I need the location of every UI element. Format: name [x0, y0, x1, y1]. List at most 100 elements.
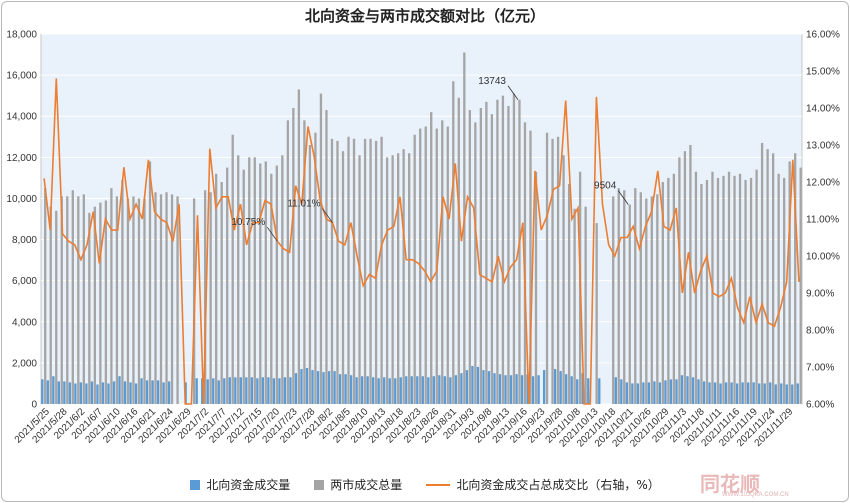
total-bar [672, 173, 676, 404]
total-bar [330, 138, 334, 405]
north-bar [416, 376, 419, 404]
total-bar [71, 190, 74, 404]
north-bar [90, 381, 94, 404]
north-bar [763, 383, 766, 404]
left-tick-label: 6,000 [12, 276, 37, 287]
watermark-url: WWW.10JQKA.COM.CN [722, 492, 789, 498]
north-bar [184, 382, 187, 404]
total-bar [771, 153, 775, 404]
north-bar [576, 379, 579, 404]
total-bar [562, 155, 565, 404]
total-bar [744, 179, 747, 404]
right-tick-label: 8.00% [806, 326, 834, 337]
north-bar [234, 377, 237, 404]
north-bar [658, 382, 662, 404]
total-bar [391, 155, 394, 404]
north-bar [647, 382, 651, 404]
north-bar [614, 377, 617, 404]
north-bar [642, 382, 645, 404]
north-bar [156, 380, 160, 404]
total-bar [242, 169, 245, 404]
north-bar [223, 378, 226, 404]
total-bar [573, 208, 576, 404]
north-bar [509, 375, 513, 404]
annotation-leader [322, 208, 333, 223]
north-bar [46, 380, 49, 404]
total-bar [452, 81, 455, 405]
total-bar [595, 223, 598, 404]
right-tick-label: 14.00% [806, 104, 840, 115]
north-bar [769, 382, 772, 404]
total-bar [170, 194, 174, 404]
annotation-leader [507, 85, 519, 101]
total-bar [700, 184, 703, 404]
north-bar [691, 377, 695, 404]
total-bar [380, 136, 383, 404]
north-bar [758, 383, 761, 404]
total-bar [766, 149, 769, 404]
north-bar [162, 382, 165, 404]
left-tick-label: 14,000 [6, 112, 37, 123]
total-bar [77, 196, 80, 404]
total-bar [457, 97, 460, 404]
right-tick-label: 13.00% [806, 141, 840, 152]
north-bar [74, 383, 77, 404]
north-bar [537, 375, 540, 404]
total-bar [727, 171, 731, 404]
north-bar [443, 376, 447, 404]
total-bar [485, 101, 488, 404]
total-bar [639, 192, 642, 404]
north-bar [360, 376, 364, 404]
total-bar [512, 93, 516, 404]
total-bar [137, 198, 141, 404]
north-bar [294, 373, 298, 404]
total-bar [358, 155, 361, 404]
total-bar [292, 108, 295, 404]
north-bar [267, 377, 270, 404]
north-bar [206, 379, 209, 404]
north-bar [250, 377, 254, 404]
north-bar [735, 383, 739, 404]
north-bar [228, 377, 231, 404]
total-bar [259, 163, 262, 404]
north-bar [460, 373, 463, 404]
north-bar [631, 383, 634, 404]
left-tick-label: 2,000 [12, 358, 37, 369]
annotation-label: 13743 [478, 76, 506, 87]
total-bar [678, 157, 681, 404]
total-bar [446, 126, 449, 404]
north-bar [587, 378, 590, 404]
total-bar [667, 177, 670, 404]
right-tick-label: 11.00% [806, 215, 839, 226]
north-bar [399, 377, 402, 404]
ratio-line [43, 78, 800, 405]
total-bar [430, 112, 433, 404]
north-bar [598, 378, 601, 404]
right-tick-label: 7.00% [806, 363, 834, 374]
left-tick-label: 18,000 [6, 30, 37, 41]
north-bar [85, 383, 88, 404]
total-bar [215, 173, 218, 404]
right-axis-ticks: 6.00% 7.00% 8.00% 9.00% 10.00% 11.00% 12.00% 13… [806, 30, 840, 411]
annotation-label: 10.75% [231, 217, 265, 228]
north-bar [101, 382, 105, 404]
total-bar [441, 120, 444, 404]
right-tick-label: 16.00% [806, 30, 840, 41]
grid-lines [41, 33, 802, 405]
north-bar [669, 379, 673, 404]
total-bar [661, 182, 664, 404]
right-tick-label: 15.00% [806, 67, 840, 78]
total-bar [468, 110, 471, 405]
total-bar [104, 200, 108, 404]
total-bar [716, 177, 720, 404]
total-bar [231, 134, 234, 404]
total-bar [132, 196, 135, 404]
total-bar [507, 105, 510, 404]
north-bar [344, 374, 347, 404]
left-tick-label: 8,000 [12, 235, 37, 246]
north-bar [41, 379, 44, 404]
total-bar [226, 167, 229, 404]
north-bar [482, 370, 485, 404]
total-bar [308, 145, 312, 404]
